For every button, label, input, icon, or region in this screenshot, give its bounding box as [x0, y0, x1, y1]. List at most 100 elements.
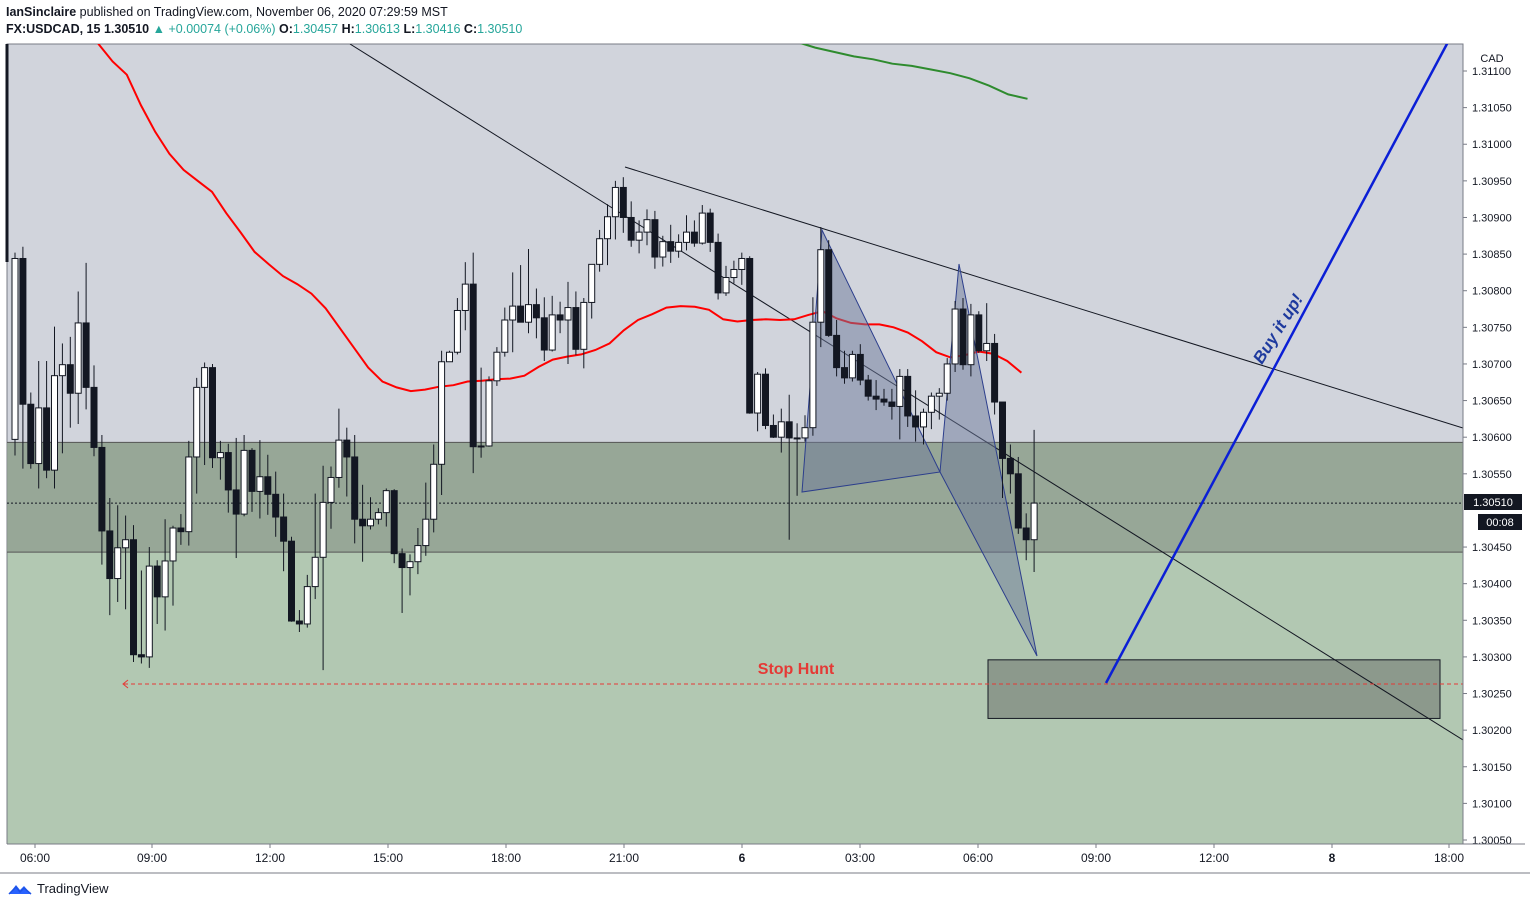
candle-body: [809, 321, 817, 429]
candle: [517, 265, 525, 323]
candle: [343, 427, 351, 497]
candle: [11, 252, 19, 456]
candle-body: [51, 375, 58, 471]
candle: [501, 307, 509, 357]
candle: [327, 466, 335, 529]
candle-body: [983, 342, 991, 352]
candle: [785, 394, 793, 540]
candle-body: [414, 545, 422, 563]
candle: [390, 489, 398, 564]
candle-body: [833, 334, 841, 369]
candle: [596, 229, 604, 272]
candle: [374, 508, 382, 525]
candle: [943, 358, 951, 401]
candle-body: [1006, 457, 1014, 475]
time-tick-label: 12:00: [255, 851, 285, 865]
candle: [690, 220, 698, 247]
candle-body: [35, 407, 43, 465]
candle-body: [769, 424, 777, 438]
time-tick-label: 6: [739, 851, 746, 865]
candle: [833, 320, 841, 377]
candle-body: [825, 249, 833, 336]
candle: [548, 295, 556, 352]
candle-body: [177, 527, 185, 533]
candle-body: [477, 445, 485, 448]
stop-hunt-label: Stop Hunt: [758, 661, 835, 678]
time-tick-label: 09:00: [137, 851, 167, 865]
candle-body: [525, 304, 532, 323]
candle: [927, 392, 935, 430]
footer-brand[interactable]: TradingView: [8, 881, 109, 896]
candle-body: [122, 539, 130, 549]
candle: [43, 361, 51, 479]
candle: [319, 465, 327, 671]
candle: [35, 361, 43, 489]
price-tick-label: 1.30200: [1472, 725, 1512, 737]
candle-body: [785, 421, 793, 439]
candle: [935, 388, 943, 420]
candle: [280, 493, 288, 572]
price-tick-label: 1.30800: [1472, 286, 1512, 298]
candle: [453, 298, 461, 355]
candle: [659, 235, 667, 267]
candle: [769, 414, 777, 438]
candle-body: [951, 308, 959, 365]
candle: [240, 434, 248, 517]
candle: [675, 234, 683, 258]
candle: [193, 377, 201, 494]
candle-body: [698, 212, 706, 244]
candle-body: [959, 308, 967, 366]
price-tick-label: 1.30550: [1472, 469, 1512, 481]
author-name[interactable]: IanSinclaire: [6, 5, 77, 19]
candle: [572, 291, 580, 356]
candle: [256, 440, 264, 519]
candle-body: [540, 317, 548, 351]
time-tick-label: 03:00: [845, 851, 875, 865]
high-value: 1.30613: [354, 22, 400, 36]
last-price: 1.30510: [103, 22, 150, 36]
countdown-tag-text: 00:08: [1486, 517, 1514, 529]
price-tick-label: 1.30450: [1472, 542, 1512, 554]
last-price-tag-text: 1.30510: [1473, 497, 1513, 509]
candle-body: [193, 386, 201, 458]
candle-body: [927, 395, 935, 413]
candle: [967, 303, 975, 377]
symbol-label[interactable]: FX:USDCAD, 15: [6, 22, 101, 36]
candle: [920, 408, 927, 445]
candle: [367, 497, 374, 530]
candle: [888, 388, 896, 420]
candle-body: [185, 456, 193, 533]
candle-body: [66, 364, 74, 394]
candle-body: [280, 516, 288, 542]
last-price-tag: [1464, 494, 1522, 510]
candle: [398, 548, 406, 613]
candle: [66, 336, 74, 428]
candle: [1030, 429, 1038, 572]
candle-body: [295, 620, 303, 625]
candle-body: [714, 241, 722, 294]
candle-body: [224, 452, 232, 491]
candle: [177, 514, 185, 545]
candle: [122, 515, 130, 610]
candle: [82, 262, 90, 410]
price-chart[interactable]: 1.31100 1.31050 1.31000 1.30950 1.30900 1.308…: [0, 0, 1530, 880]
candle-body: [762, 373, 769, 426]
up-arrow-icon: ▲: [152, 22, 165, 36]
price-tick-label: 1.30100: [1472, 798, 1512, 810]
candle: [627, 201, 635, 247]
candle-body: [920, 411, 927, 428]
candle-body: [517, 305, 525, 323]
candle: [619, 177, 627, 233]
candle-body: [596, 238, 604, 265]
price-tick-label: 1.30650: [1472, 396, 1512, 408]
candle: [588, 263, 596, 319]
candle-body: [11, 257, 19, 440]
candle-body: [209, 367, 216, 459]
price-change: +0.00074 (+0.06%): [168, 22, 276, 36]
candle-body: [896, 375, 904, 407]
candle: [153, 560, 161, 624]
candle: [248, 448, 256, 512]
price-tick-label: 1.30750: [1472, 322, 1512, 334]
candle-body: [659, 241, 667, 258]
candle: [461, 262, 469, 331]
